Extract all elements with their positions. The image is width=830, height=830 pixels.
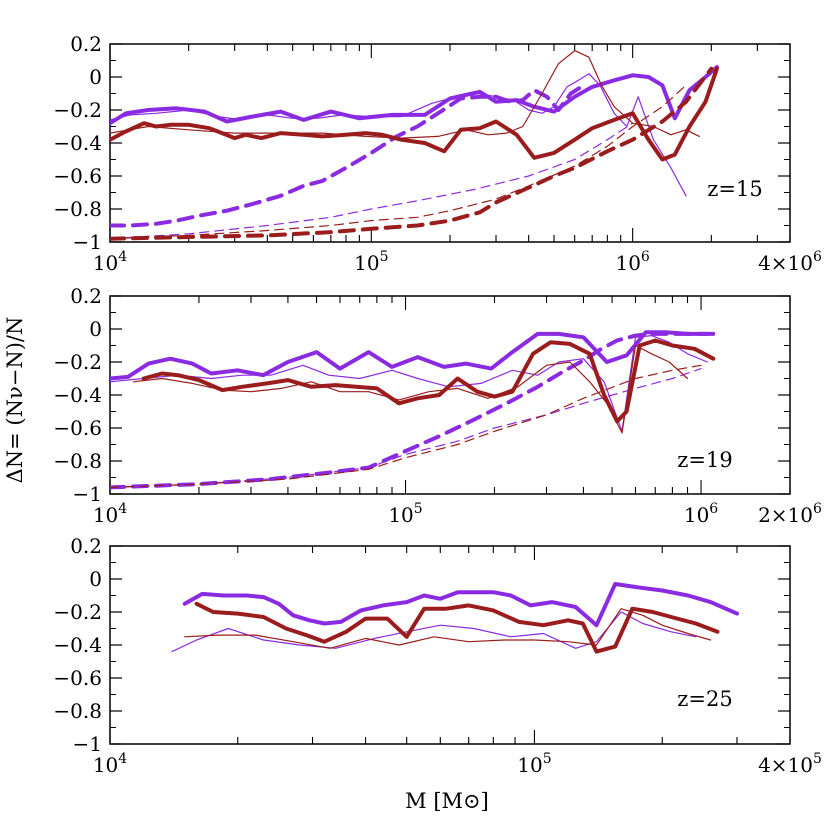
series-darkred-thin-line	[184, 608, 712, 649]
series-darkred-thin-line	[132, 344, 689, 434]
series-purple-thin-dashed-line	[110, 368, 702, 488]
series-purple-thin-line	[110, 335, 708, 432]
x-tick-label: 104	[93, 501, 127, 527]
series-darkred-thick-line	[110, 66, 719, 162]
redshift-label: z=25	[677, 687, 732, 711]
redshift-label: z=19	[677, 448, 732, 472]
x-tick-label: 105	[354, 249, 388, 275]
x-tick-label: 105	[388, 501, 422, 527]
redshift-label: z=15	[707, 177, 762, 201]
x-tick-label: 106	[684, 501, 718, 527]
series-purple-thick-dashed-line	[110, 331, 710, 490]
y-tick-label: −0.6	[53, 416, 102, 440]
x-tick-label: 104	[93, 751, 127, 777]
y-tick-label: −0.6	[53, 666, 102, 690]
y-tick-label: −0.2	[53, 350, 102, 374]
y-tick-label: −0.8	[53, 197, 102, 221]
series-purple-thin-dashed-line	[110, 122, 634, 240]
x-tick-label: 4×106	[758, 249, 822, 275]
y-tick-label: 0.2	[70, 284, 102, 308]
x-tick-label: 2×106	[758, 501, 822, 527]
y-tick-label: −1	[73, 482, 102, 506]
series-darkred-thin-dashed-line	[110, 84, 687, 240]
y-tick-label: 0	[89, 567, 102, 591]
y-tick-label: −0.2	[53, 600, 102, 624]
y-tick-label: −0.8	[53, 449, 102, 473]
series-darkred-thick-line	[141, 338, 716, 424]
y-tick-label: −0.6	[53, 164, 102, 188]
series-darkred-thick-dashed-line	[110, 66, 714, 241]
x-axis-title: M [M⊙]	[405, 789, 489, 813]
series-purple-thin-line	[171, 611, 697, 653]
x-tick-label: 4×105	[758, 751, 822, 777]
y-tick-label: −1	[73, 732, 102, 756]
plot-frame	[109, 545, 791, 745]
y-tick-label: 0	[89, 65, 102, 89]
y-tick-label: −0.4	[53, 131, 102, 155]
y-tick-label: −0.4	[53, 383, 102, 407]
y-tick-label: 0	[89, 317, 102, 341]
series-purple-thin-line	[110, 73, 687, 197]
y-tick-label: −0.8	[53, 699, 102, 723]
series-purple-thick-dashed-line	[110, 83, 586, 228]
y-axis-title: ΔN= (Nν−N)/N	[3, 317, 27, 484]
x-tick-label: 105	[517, 751, 551, 777]
series-darkred-thin-dashed-line	[110, 364, 702, 488]
y-tick-label: −1	[73, 230, 102, 254]
y-tick-label: −0.4	[53, 633, 102, 657]
series-purple-thick-line	[182, 582, 739, 628]
x-tick-label: 106	[615, 249, 649, 275]
y-tick-label: −0.2	[53, 98, 102, 122]
y-tick-label: 0.2	[70, 32, 102, 56]
series-purple-thick-line	[110, 65, 719, 126]
y-tick-label: 0.2	[70, 534, 102, 558]
x-tick-label: 104	[93, 249, 127, 275]
series-darkred-thick-line	[194, 601, 720, 654]
series-purple-thick-line	[110, 330, 716, 381]
